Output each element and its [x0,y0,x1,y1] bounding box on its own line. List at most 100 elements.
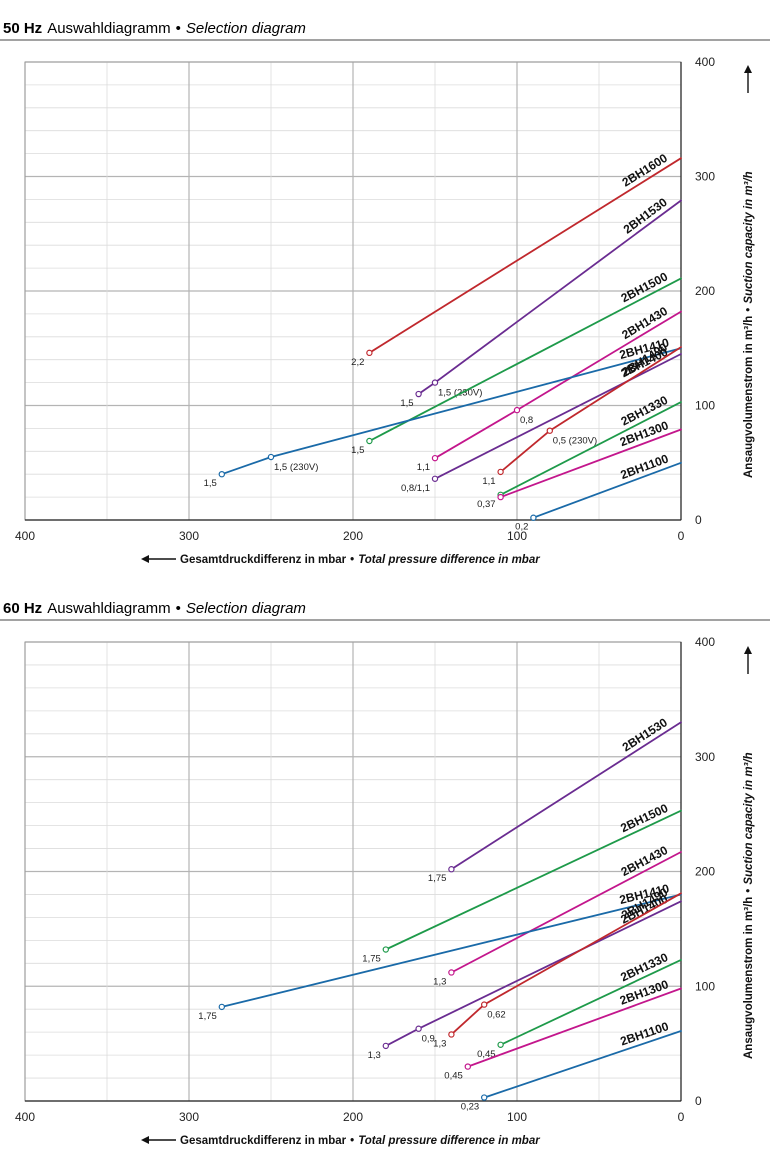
y-tick-label: 300 [695,170,715,184]
series-line [368,277,682,442]
x-tick-label: 400 [15,529,35,543]
grid [24,61,682,521]
x-tick-label: 300 [179,1110,199,1124]
chart-title-english: Selection diagram [186,20,306,37]
operating-point-marker [448,969,455,976]
chart-title-german: Auswahldiagramm [47,20,170,37]
x-tick-label: 300 [179,529,199,543]
motor-power-label: 0,5 (230V) [553,436,597,447]
operating-point-marker [530,514,537,521]
y-tick-label: 400 [695,635,715,649]
motor-power-label: 1,5 (230V) [274,462,318,473]
operating-point-marker [448,866,455,873]
operating-point-marker [464,1063,471,1070]
motor-power-label: 0,45 [477,1049,496,1060]
operating-point-marker [218,471,225,478]
operating-point-marker [382,946,389,953]
chart-title-separator: • [176,600,181,617]
x-tick-label: 200 [343,529,363,543]
operating-point-marker [431,379,439,386]
motor-power-label: 1,75 [198,1011,217,1022]
series-line [466,987,682,1068]
y-axis-label-english: Suction capacity in m³/h [743,752,755,884]
series-line [384,809,682,951]
y-tick-label: 200 [695,284,715,298]
chart-title: 50 Hz Auswahldiagramm • Selection diagram [3,20,306,37]
motor-power-label: 1,3 [368,1050,381,1061]
series-line [483,1030,682,1099]
grid [24,641,682,1102]
operating-point-marker [415,1025,422,1032]
series-line [368,157,682,354]
y-axis-label-german: Ansaugvolumenstrom in m³/h [743,897,755,1059]
y-axis-label-separator: • [743,308,755,312]
series-line [499,428,682,498]
arrow-left-head-icon [141,555,149,563]
motor-power-label: 0,23 [461,1102,480,1113]
motor-power-label: 0,9 [422,1034,435,1045]
chart-title-frequency: 60 Hz [3,600,42,617]
y-tick-label: 200 [695,865,715,879]
motor-power-label: 1,5 [204,478,217,489]
operating-point-marker [431,475,439,482]
series-line [434,353,682,480]
x-axis-label-separator: • [350,1135,354,1147]
operating-point-marker [513,406,521,414]
motor-power-label: 1,5 [351,445,364,456]
motor-power-label: 1,3 [433,1038,446,1049]
y-tick-label: 100 [695,399,715,413]
x-axis-label-english: Total pressure difference in mbar [358,554,540,566]
y-axis-label-german: Ansaugvolumenstrom in m³/h [743,316,755,478]
chart-panel-1: 50 Hz Auswahldiagramm • Selection diagram 40… [0,20,770,566]
series-line [499,959,682,1046]
motor-power-label: 2,2 [351,357,364,368]
x-axis-label: Gesamtdruckdifferenz in mbar • Total press… [180,554,540,566]
operating-point-marker [366,437,373,445]
operating-point-marker [218,1003,225,1011]
operating-point-marker [481,1094,488,1101]
arrow-up-head-icon [744,65,752,73]
x-axis-label-german: Gesamtdruckdifferenz in mbar [180,1135,347,1147]
y-tick-label: 300 [695,750,715,764]
chart-title-separator: • [176,20,181,37]
series-label: 2BH1530 [621,195,670,237]
motor-power-label: 1,75 [362,954,381,965]
y-axis-label-separator: • [743,889,755,893]
motor-power-label: 1,75 [428,873,447,884]
series-label: 2BH1100 [619,451,671,482]
chart-title-german: Auswahldiagramm [47,600,170,617]
y-tick-label: 400 [695,55,715,69]
operating-point-marker [267,453,275,461]
motor-power-label: 0,2 [515,522,528,533]
motor-power-label: 0,37 [477,499,496,510]
y-tick-label: 100 [695,979,715,993]
y-tick-label: 0 [695,1094,702,1108]
y-tick-label: 0 [695,513,702,527]
motor-power-label: 0,62 [487,1010,506,1021]
motor-power-label: 0,8/1,1 [401,483,430,494]
x-axis-label-english: Total pressure difference in mbar [358,1135,540,1147]
operating-point-marker [481,1001,488,1008]
operating-point-marker [497,468,504,476]
x-axis-label: Gesamtdruckdifferenz in mbar • Total press… [180,1135,540,1147]
series-line [220,893,682,1008]
x-axis-label-separator: • [350,554,354,566]
motor-power-label: 0,45 [444,1071,463,1082]
chart-title: 60 Hz Auswahldiagramm • Selection diagram [3,600,306,617]
series-line [450,721,682,871]
x-tick-label: 0 [678,1110,685,1124]
y-axis-title: Ansaugvolumenstrom in m³/h • Suction capac… [743,646,755,1059]
operating-point-marker [497,1041,504,1048]
motor-power-label: 1,1 [417,462,430,473]
y-axis-title: Ansaugvolumenstrom in m³/h • Suction capac… [743,65,755,478]
operating-point-marker [382,1042,389,1050]
x-tick-label: 100 [507,1110,527,1124]
arrow-up-head-icon [744,646,752,654]
arrow-left-head-icon [141,1136,149,1144]
x-tick-label: 400 [15,1110,35,1124]
operating-point-marker [497,493,504,501]
y-axis-label: Ansaugvolumenstrom in m³/h • Suction capac… [743,171,755,478]
operating-point-marker [431,454,439,462]
